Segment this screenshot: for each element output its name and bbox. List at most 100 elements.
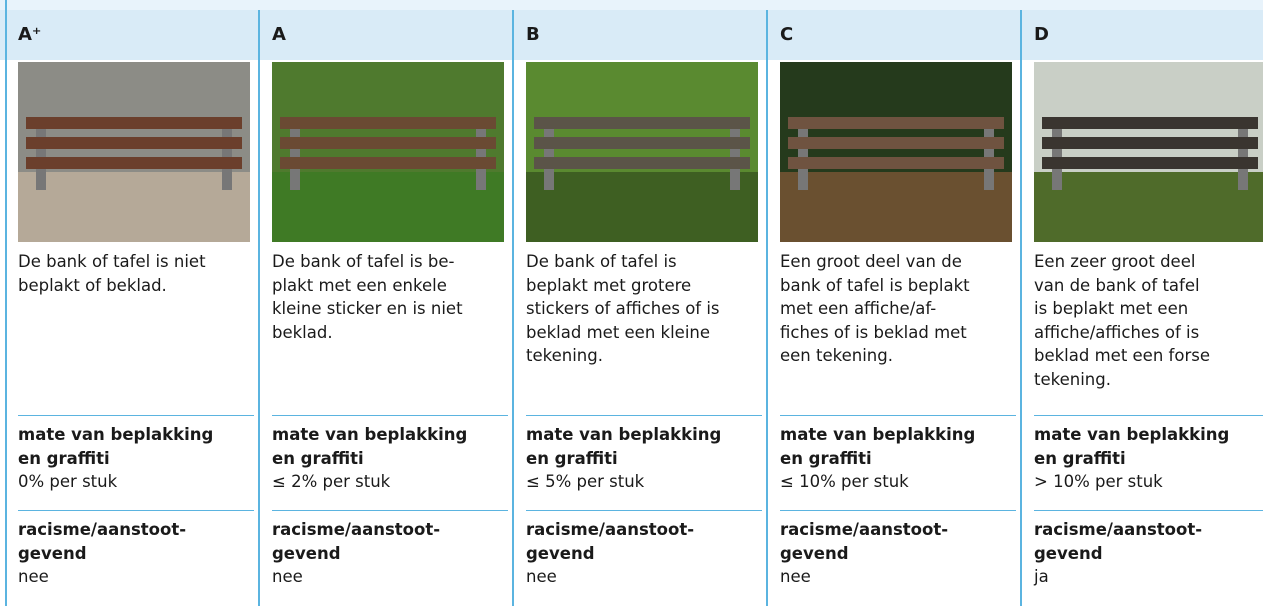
divider <box>272 510 508 511</box>
description: De bank of tafel is beplakt met grotere st… <box>526 250 720 368</box>
criterion-value: ≤ 2% per stuk <box>272 472 391 491</box>
description-line: beplakt of beklad. <box>18 275 167 295</box>
bench-plank <box>26 157 242 169</box>
divider <box>272 415 508 416</box>
criterion: racisme/aanstoot-gevend nee <box>526 518 694 589</box>
criterion-label: gevend <box>272 543 341 563</box>
criterion: racisme/aanstoot-gevend ja <box>1034 518 1202 589</box>
grade: D <box>1034 24 1049 45</box>
divider <box>18 510 254 511</box>
bench-plank <box>788 117 1004 129</box>
criterion-label: mate van beplakking <box>1034 425 1230 444</box>
criterion-value: nee <box>18 567 49 586</box>
criterion: mate van beplakking en graffiti > 10% per … <box>1034 423 1229 494</box>
divider <box>18 415 254 416</box>
bench-photo <box>272 62 504 242</box>
criterion-label: en graffiti <box>780 448 872 468</box>
description-line: bank of tafel is beplakt <box>780 275 970 295</box>
header-row <box>0 10 1263 60</box>
criterion-label: racisme/aanstoot- <box>18 520 187 539</box>
criterion-value: 0% per stuk <box>18 472 118 491</box>
bench-plank <box>26 137 242 149</box>
description-line: plakt met een enkele <box>272 275 447 295</box>
description: Een groot deel van de bank of tafel is be… <box>780 250 970 368</box>
description-line: tekening. <box>526 346 603 365</box>
bench-leg <box>984 122 994 190</box>
criterion-value: ≤ 10% per stuk <box>780 472 909 491</box>
description-line: De bank of tafel is niet <box>18 252 206 271</box>
bench-leg <box>36 122 46 190</box>
bench-plank <box>534 137 750 149</box>
divider <box>526 510 762 511</box>
description-line: beklad. <box>272 322 333 342</box>
criterion-label: mate van beplakking <box>526 425 722 444</box>
description-line: affiche/affiches of is <box>1034 322 1200 342</box>
criterion-label: gevend <box>18 543 87 563</box>
criterion-label: en graffiti <box>272 448 364 468</box>
grade: C <box>780 24 794 45</box>
bench-plank <box>534 117 750 129</box>
criterion-label: gevend <box>780 543 849 563</box>
criterion: racisme/aanstoot-gevend nee <box>780 518 948 589</box>
criterion: mate van beplakking en graffiti ≤ 10% per … <box>780 423 975 494</box>
grade: A⁺ <box>18 24 42 45</box>
bench-photo <box>780 62 1012 242</box>
bench-photo <box>18 62 250 242</box>
grade: A <box>272 24 286 45</box>
criterion: mate van beplakking en graffiti 0% per stu… <box>18 423 213 494</box>
bench-plank <box>1042 157 1258 169</box>
criterion-label: en graffiti <box>526 448 618 468</box>
description-line: stickers of affiches of is <box>526 299 720 318</box>
bench-plank <box>788 137 1004 149</box>
description-line: Een groot deel van de <box>780 252 962 271</box>
bench-leg <box>1238 122 1248 190</box>
criterion: mate van beplakking en graffiti ≤ 2% per s… <box>272 423 467 494</box>
description-line: beklad met een kleine <box>526 322 711 342</box>
grade: B <box>526 24 540 45</box>
bench-leg <box>730 122 740 190</box>
criterion: racisme/aanstoot-gevend nee <box>272 518 440 589</box>
divider <box>780 510 1016 511</box>
criterion-label: racisme/aanstoot- <box>526 520 695 539</box>
bench-leg <box>476 122 486 190</box>
column-separator <box>512 10 514 606</box>
description: De bank of tafel is niet beplakt of bekla… <box>18 250 206 297</box>
criterion-label: mate van beplakking <box>18 425 214 444</box>
left-border <box>5 0 7 606</box>
criterion-label: en graffiti <box>1034 448 1126 468</box>
photo-ground <box>272 172 504 242</box>
description-line: fiches of is beklad met <box>780 322 967 342</box>
column-separator <box>258 10 260 606</box>
criterion-value: > 10% per stuk <box>1034 472 1163 491</box>
criterion-value: ja <box>1034 567 1049 586</box>
bench-plank <box>788 157 1004 169</box>
bench-plank <box>280 137 496 149</box>
divider <box>1034 415 1263 416</box>
bench-photo <box>526 62 758 242</box>
description-line: kleine sticker en is niet <box>272 299 463 318</box>
description-line: beklad met een forse <box>1034 346 1210 365</box>
criterion-label: gevend <box>1034 543 1103 563</box>
criterion-label: mate van beplakking <box>780 425 976 444</box>
photo-ground <box>526 172 758 242</box>
criterion-label: racisme/aanstoot- <box>780 520 949 539</box>
bench-plank <box>26 117 242 129</box>
bench-leg <box>798 122 808 190</box>
bench-leg <box>544 122 554 190</box>
description-line: is beplakt met een <box>1034 299 1189 318</box>
description-line: beplakt met grotere <box>526 275 692 295</box>
photo-ground <box>780 172 1012 242</box>
bench-leg <box>290 122 300 190</box>
description-line: met een affiche/af- <box>780 299 937 318</box>
description: De bank of tafel is be-plakt met een enk… <box>272 250 463 344</box>
description-line: van de bank of tafel <box>1034 275 1200 295</box>
criterion-value: nee <box>526 567 557 586</box>
bench-plank <box>1042 137 1258 149</box>
criterion-label: racisme/aanstoot- <box>1034 520 1203 539</box>
criterion-label: racisme/aanstoot- <box>272 520 441 539</box>
description-line: tekening. <box>1034 369 1111 389</box>
criterion-value: ≤ 5% per stuk <box>526 472 645 491</box>
bench-plank <box>280 157 496 169</box>
photo-ground <box>1034 172 1263 242</box>
